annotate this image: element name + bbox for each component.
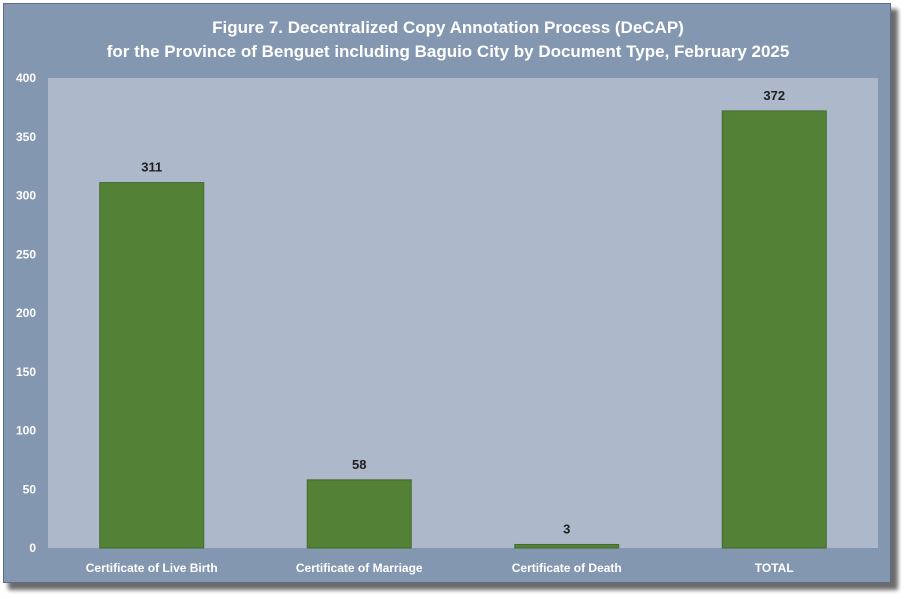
y-tick-label: 50	[23, 482, 37, 496]
y-tick-label: 100	[16, 424, 36, 438]
bars	[99, 110, 827, 549]
x-tick-label: Certificate of Death	[512, 561, 622, 575]
data-label: 372	[763, 88, 785, 103]
y-axis-ticks: 0 50 100 150 200 250 300 350 400	[16, 71, 36, 555]
y-tick-label: 150	[16, 365, 36, 379]
data-label: 311	[141, 160, 162, 175]
data-label: 3	[563, 521, 570, 536]
data-labels: 311 58 3 372	[141, 88, 785, 537]
y-tick-label: 400	[16, 71, 36, 85]
y-tick-label: 300	[16, 189, 36, 203]
x-tick-label: TOTAL	[755, 561, 794, 575]
bar	[514, 543, 620, 549]
bar	[306, 479, 412, 549]
bar	[721, 110, 827, 549]
y-tick-label: 350	[16, 130, 36, 144]
chart-subtitle: for the Province of Benguet including Ba…	[106, 42, 790, 61]
chart-title-block: Figure 7. Decentralized Copy Annotation …	[4, 16, 892, 64]
x-tick-label: Certificate of Live Birth	[86, 561, 218, 575]
chart-title: Figure 7. Decentralized Copy Annotation …	[212, 18, 684, 37]
y-tick-label: 250	[16, 247, 36, 261]
data-label: 58	[352, 457, 366, 472]
bar	[99, 182, 205, 549]
x-axis-labels: Certificate of Live Birth Certificate of …	[86, 561, 794, 575]
y-tick-label: 0	[29, 541, 36, 555]
y-tick-label: 200	[16, 306, 36, 320]
x-tick-label: Certificate of Marriage	[296, 561, 423, 575]
